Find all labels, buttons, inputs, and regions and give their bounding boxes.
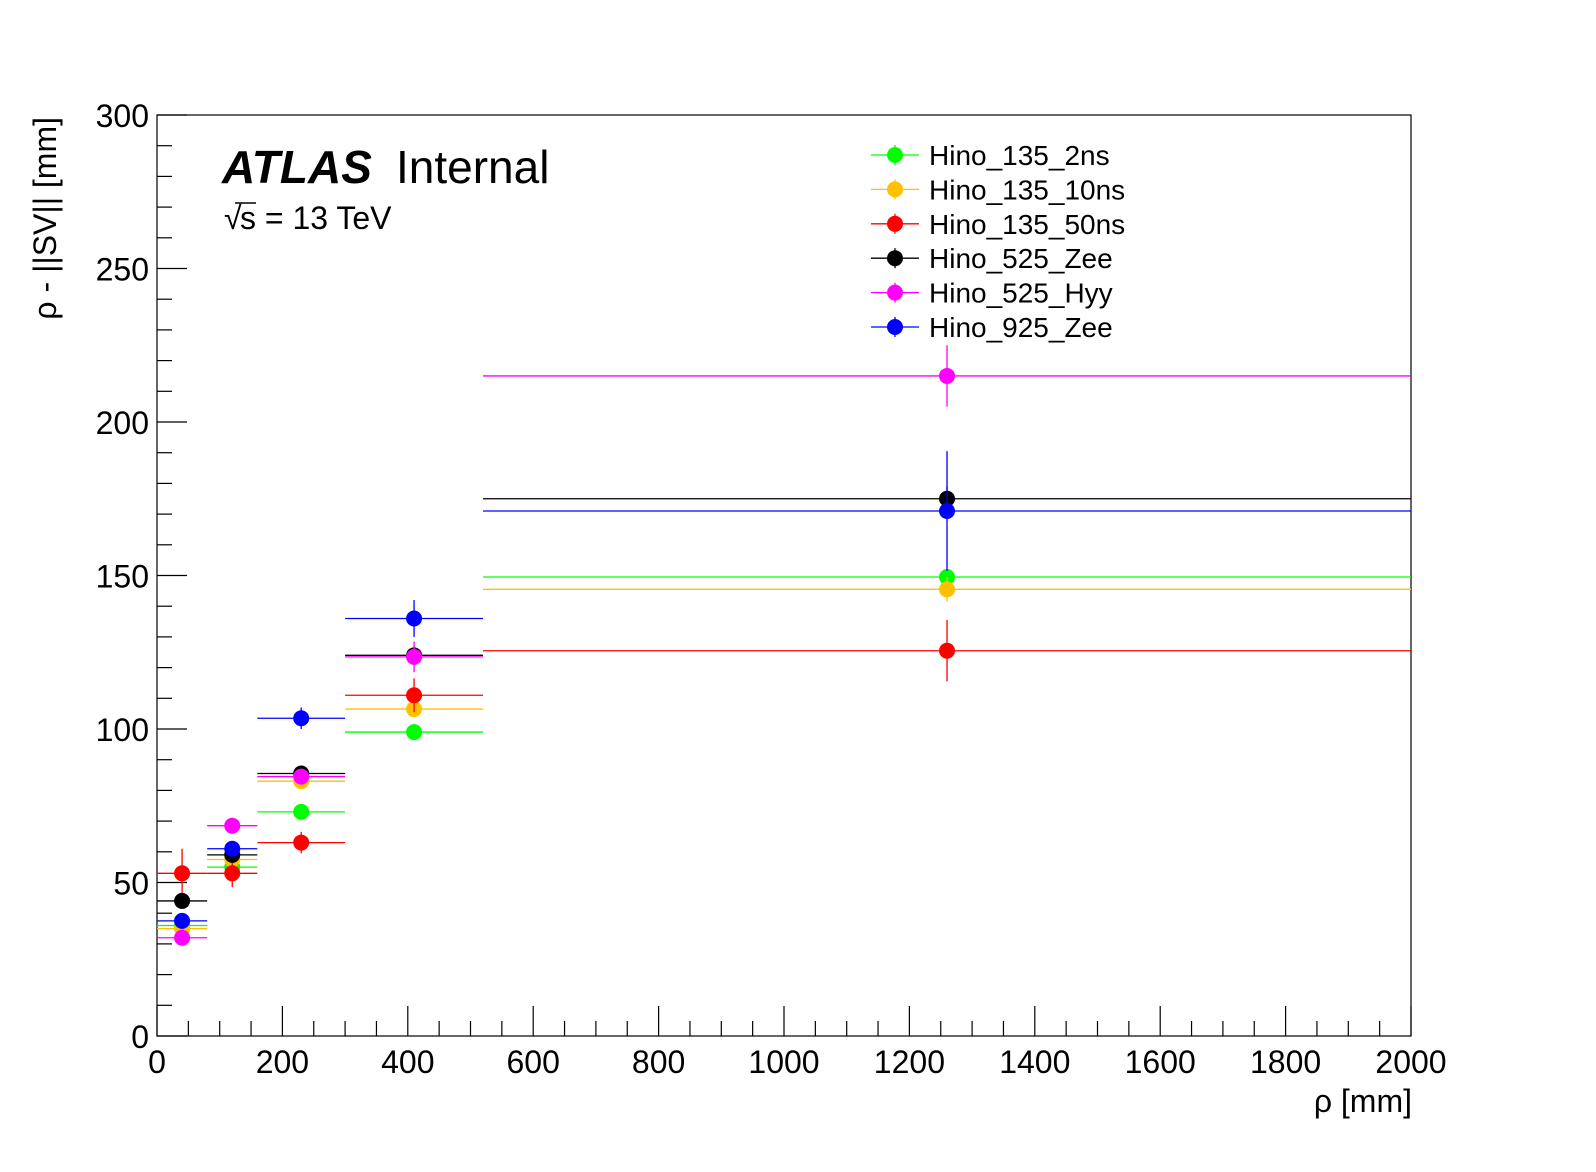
data-point [174, 865, 191, 882]
legend-marker [887, 250, 903, 267]
legend-entry: Hino_135_50ns [871, 209, 1125, 240]
x-tick-label: 1000 [748, 1044, 819, 1080]
series-Hino_525_Hyy [157, 345, 1411, 946]
legend-entry: Hino_135_2ns [871, 140, 1110, 171]
series-Hino_135_10ns [157, 577, 1411, 937]
legend-label: Hino_135_50ns [929, 209, 1125, 240]
data-point [406, 687, 423, 704]
x-tick-label: 2000 [1375, 1044, 1446, 1080]
data-point [406, 610, 423, 627]
axes: 0 200 400 600 800 1000 1200 1400 1600 1800 2000 0 50… [96, 98, 1447, 1080]
y-tick-label: 0 [131, 1019, 149, 1055]
series-Hino_525_Zee [157, 486, 1411, 909]
x-tick-label: 1400 [999, 1044, 1070, 1080]
legend-entry: Hino_525_Hyy [871, 278, 1113, 309]
legend-entry: Hino_925_Zee [871, 312, 1113, 343]
legend-label: Hino_925_Zee [929, 312, 1113, 343]
data-point [406, 724, 423, 741]
series-Hino_135_2ns [157, 569, 1411, 934]
data-point [224, 840, 241, 857]
data-point [293, 768, 310, 785]
plot-frame [156, 114, 1412, 1037]
legend-label: Hino_135_2ns [929, 140, 1110, 171]
data-point [174, 929, 191, 946]
legend-entry: Hino_525_Zee [871, 243, 1113, 274]
legend-marker [887, 319, 903, 335]
plot-area-border [156, 114, 1412, 1037]
y-tick-label: 150 [96, 559, 149, 595]
data-point [224, 817, 241, 834]
x-tick-label: 1600 [1125, 1044, 1196, 1080]
y-axis-title: ρ - ||SV|| [mm] [27, 117, 63, 320]
y-tick-label: 200 [96, 405, 149, 441]
energy-label: s = 13 TeV [240, 200, 392, 236]
y-tick-label: 100 [96, 712, 149, 748]
atlas-label: ATLAS Internal √ s = 13 TeV [221, 141, 549, 236]
data-point [174, 892, 191, 909]
legend-label: Hino_525_Hyy [929, 278, 1113, 309]
legend-marker [887, 215, 903, 232]
atlas-label-bold: ATLAS [221, 141, 372, 193]
legend: Hino_135_2nsHino_135_10nsHino_135_50nsHi… [871, 140, 1125, 343]
data-point [293, 803, 310, 820]
legend-label: Hino_135_10ns [929, 174, 1125, 205]
data-point [293, 710, 310, 727]
data-point [293, 834, 310, 851]
x-tick-label: 0 [148, 1044, 166, 1080]
x-tick-label: 400 [381, 1044, 434, 1080]
data-point [939, 642, 956, 659]
x-tick-label: 1800 [1250, 1044, 1321, 1080]
x-tick-label: 200 [256, 1044, 309, 1080]
y-tick-label: 250 [96, 252, 149, 288]
series-Hino_925_Zee [157, 451, 1411, 929]
legend-entry: Hino_135_10ns [871, 174, 1125, 205]
x-tick-label: 1200 [874, 1044, 945, 1080]
data-point [406, 648, 423, 665]
series-Hino_135_50ns [157, 620, 1411, 898]
data-point [224, 865, 241, 882]
x-tick-label: 800 [632, 1044, 685, 1080]
atlas-label-internal: Internal [396, 141, 549, 193]
data-point [939, 581, 956, 598]
series-layer [157, 345, 1411, 946]
legend-label: Hino_525_Zee [929, 243, 1113, 274]
legend-marker [887, 284, 903, 301]
data-point [939, 367, 956, 384]
data-point [939, 503, 956, 520]
data-point [174, 912, 191, 929]
legend-marker [887, 181, 903, 198]
x-tick-label: 600 [507, 1044, 560, 1080]
x-axis-title: ρ [mm] [1314, 1083, 1412, 1119]
y-tick-label: 300 [96, 98, 149, 134]
legend-marker [887, 147, 903, 163]
sqrt-symbol: √ [224, 200, 242, 236]
y-tick-label: 50 [113, 866, 149, 902]
